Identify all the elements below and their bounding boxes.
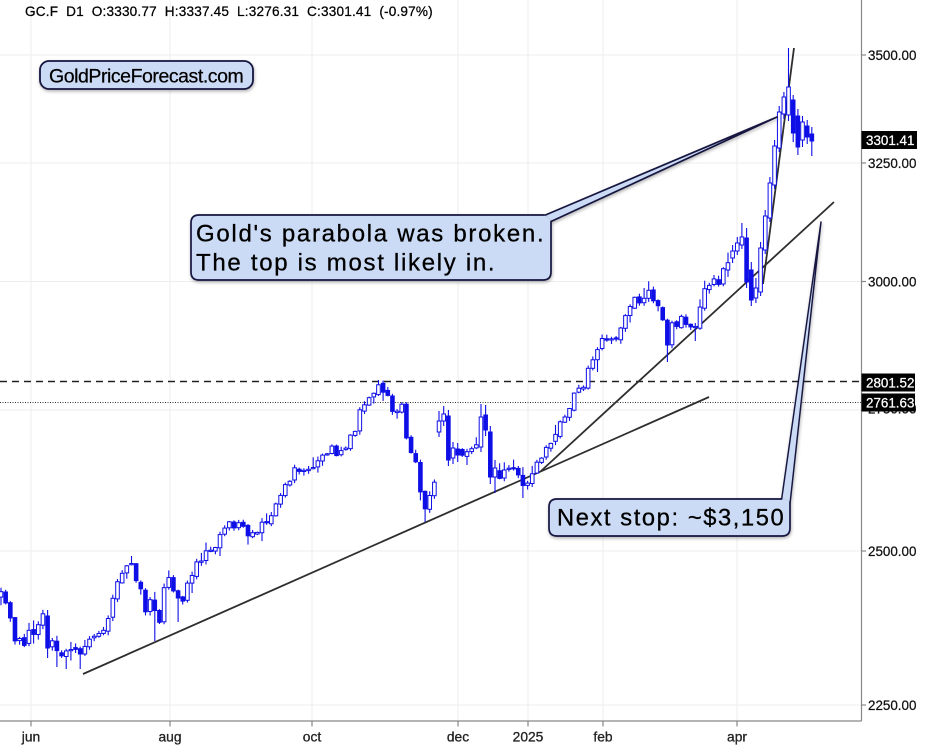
svg-text:The top is most likely in.: The top is most likely in. <box>196 250 496 277</box>
svg-text:3000.00: 3000.00 <box>868 274 916 289</box>
svg-text:3500.00: 3500.00 <box>868 48 916 63</box>
svg-text:GoldPriceForecast.com: GoldPriceForecast.com <box>49 65 243 87</box>
svg-text:aug: aug <box>158 730 181 745</box>
svg-text:2250.00: 2250.00 <box>868 698 916 713</box>
svg-text:2500.00: 2500.00 <box>868 544 916 559</box>
svg-text:feb: feb <box>593 730 613 745</box>
svg-text:Next stop: ~$3,150: Next stop: ~$3,150 <box>557 506 785 532</box>
svg-text:jun: jun <box>21 730 40 745</box>
svg-text:Gold's parabola was broken.: Gold's parabola was broken. <box>196 221 545 248</box>
svg-text:GC.F D1 O:3330.77 H:3337.45: GC.F D1 O:3330.77 H:3337.45 L:3276.31 C:… <box>25 4 433 19</box>
svg-text:2801.52: 2801.52 <box>866 375 914 390</box>
svg-text:oct: oct <box>303 730 322 745</box>
svg-text:3250.00: 3250.00 <box>868 156 916 171</box>
svg-text:3301.41: 3301.41 <box>866 133 914 148</box>
svg-text:2761.63: 2761.63 <box>866 395 914 410</box>
svg-text:apr: apr <box>727 730 747 745</box>
svg-text:2025: 2025 <box>513 730 544 745</box>
svg-text:dec: dec <box>447 730 469 745</box>
